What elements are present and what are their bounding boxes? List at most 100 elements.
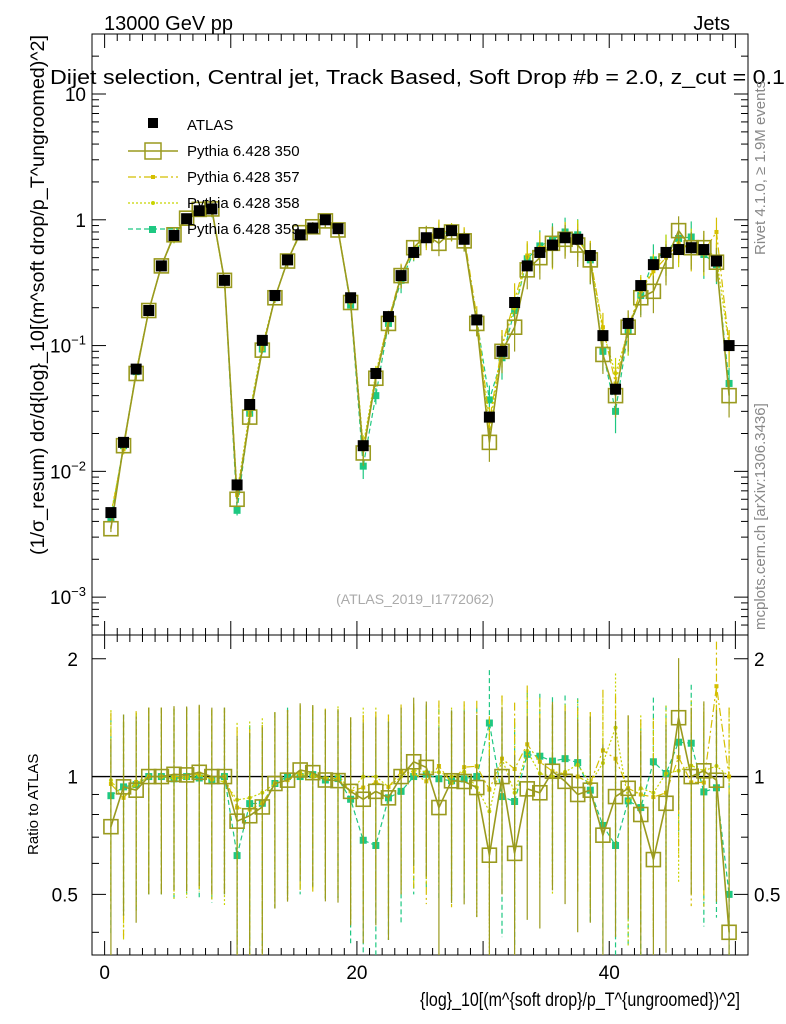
- data-point-main: [683, 239, 700, 256]
- y-tick-label: 10−3: [50, 584, 86, 609]
- data-point-ratio: [418, 759, 435, 776]
- atlas-data-point: [622, 317, 634, 329]
- atlas-data-point: [118, 436, 130, 448]
- atlas-data-point: [521, 260, 533, 272]
- legend-marker-py350: [144, 142, 162, 160]
- atlas-data-point: [294, 229, 306, 241]
- data-point-ratio: [632, 806, 649, 823]
- data-point-ratio: [468, 779, 485, 796]
- data-point-main: [651, 269, 656, 274]
- atlas-data-point: [244, 399, 256, 411]
- data-point-main: [393, 267, 409, 284]
- data-point-main: [359, 462, 367, 470]
- atlas-data-point: [256, 334, 268, 346]
- x-axis-label: {log}_10[(m^{soft drop}/p_T^{ungroomed})…: [420, 990, 740, 1011]
- data-point-main: [670, 222, 687, 239]
- data-point-ratio: [696, 763, 712, 779]
- data-point-ratio: [115, 779, 132, 795]
- atlas-data-point: [269, 290, 281, 302]
- legend-label-py359: Pythia 6.428 359: [187, 221, 300, 238]
- data-point-ratio: [595, 827, 611, 843]
- legend-label-atlas: ATLAS: [187, 117, 233, 134]
- data-point-main: [714, 229, 719, 234]
- data-point-ratio: [292, 762, 308, 778]
- atlas-data-point: [673, 244, 685, 256]
- energy-label: 13000 GeV pp: [104, 13, 233, 35]
- atlas-data-point: [446, 225, 458, 237]
- atlas-data-point: [471, 314, 483, 326]
- atlas-data-point: [395, 270, 407, 282]
- series-line-ratio: [110, 686, 730, 811]
- data-point-main: [107, 515, 115, 523]
- ratio-y-axis-label: Ratio to ATLAS: [25, 754, 42, 855]
- y-tick-label: 1: [75, 211, 86, 232]
- data-point-ratio: [431, 799, 447, 816]
- atlas-data-point: [483, 411, 495, 423]
- data-point-main: [204, 201, 220, 217]
- data-point-ratio: [519, 781, 536, 797]
- data-point-main: [481, 434, 498, 451]
- atlas-data-point: [509, 297, 521, 309]
- legend-entry-py358: Pythia 6.428 358: [128, 195, 300, 212]
- ratio-tick-label-left: 2: [67, 650, 78, 671]
- data-point-main: [140, 302, 157, 319]
- atlas-data-point: [218, 274, 230, 286]
- atlas-data-point: [408, 246, 420, 258]
- atlas-data-point: [382, 311, 394, 323]
- data-point-main: [229, 491, 245, 508]
- atlas-data-point: [660, 246, 672, 258]
- data-point-ratio: [481, 847, 498, 863]
- atlas-data-point: [710, 255, 722, 267]
- x-tick-label: 0: [99, 963, 110, 984]
- data-point-ratio: [582, 782, 599, 798]
- data-point-ratio: [380, 790, 397, 806]
- data-point-main: [153, 258, 170, 274]
- data-point-ratio: [532, 784, 548, 801]
- atlas-data-point: [193, 205, 205, 217]
- atlas-data-point: [546, 239, 558, 251]
- atlas-data-point: [433, 227, 445, 239]
- series-atlas: [105, 203, 735, 519]
- data-point-ratio: [393, 768, 409, 785]
- data-point-ratio: [620, 780, 636, 797]
- data-point-main: [721, 387, 737, 404]
- legend-entry-atlas: ATLAS: [148, 117, 233, 134]
- ratio-tick-label-left: 1: [67, 768, 78, 789]
- data-point-main: [103, 520, 119, 537]
- data-point-main: [443, 224, 460, 240]
- series-line-main: [110, 209, 730, 519]
- atlas-data-point: [496, 345, 508, 357]
- data-point-ratio: [355, 791, 372, 808]
- atlas-data-point: [319, 214, 331, 226]
- data-point-main: [166, 226, 182, 243]
- mcplots-label: mcplots.cern.ch [arXiv:1306.3436]: [752, 403, 769, 630]
- atlas-data-point: [370, 367, 382, 379]
- data-point-ratio: [317, 772, 334, 788]
- atlas-data-point: [168, 230, 180, 242]
- ratio-tick-label-right: 0.5: [754, 885, 780, 906]
- data-point-main: [506, 319, 523, 335]
- rivet-label: Rivet 4.1.0, ≥ 1.9M events: [752, 81, 769, 255]
- data-point-ratio: [456, 773, 472, 790]
- atlas-data-point: [610, 383, 622, 395]
- data-point-main: [708, 254, 725, 271]
- ratio-plot-frame: 0.5 0.51 12 20 20 40: [52, 634, 780, 984]
- atlas-data-point: [155, 260, 167, 272]
- legend-entry-py359: Pythia 6.428 359: [128, 221, 300, 238]
- data-point-ratio: [557, 773, 573, 790]
- atlas-data-point: [181, 213, 193, 225]
- data-point-ratio: [229, 813, 245, 829]
- y-tick-label: 10: [65, 85, 86, 106]
- data-point-ratio: [166, 766, 182, 783]
- data-point-ratio: [204, 768, 220, 785]
- legend-label-py357: Pythia 6.428 357: [187, 169, 300, 186]
- legend-entry-py357: Pythia 6.428 357: [128, 169, 300, 186]
- data-point-ratio: [153, 768, 170, 785]
- legend-marker-py357: [151, 175, 155, 179]
- category-label: Jets: [693, 13, 730, 35]
- legend-label-py350: Pythia 6.428 350: [187, 143, 300, 160]
- data-point-ratio: [569, 786, 586, 803]
- atlas-data-point: [635, 280, 647, 292]
